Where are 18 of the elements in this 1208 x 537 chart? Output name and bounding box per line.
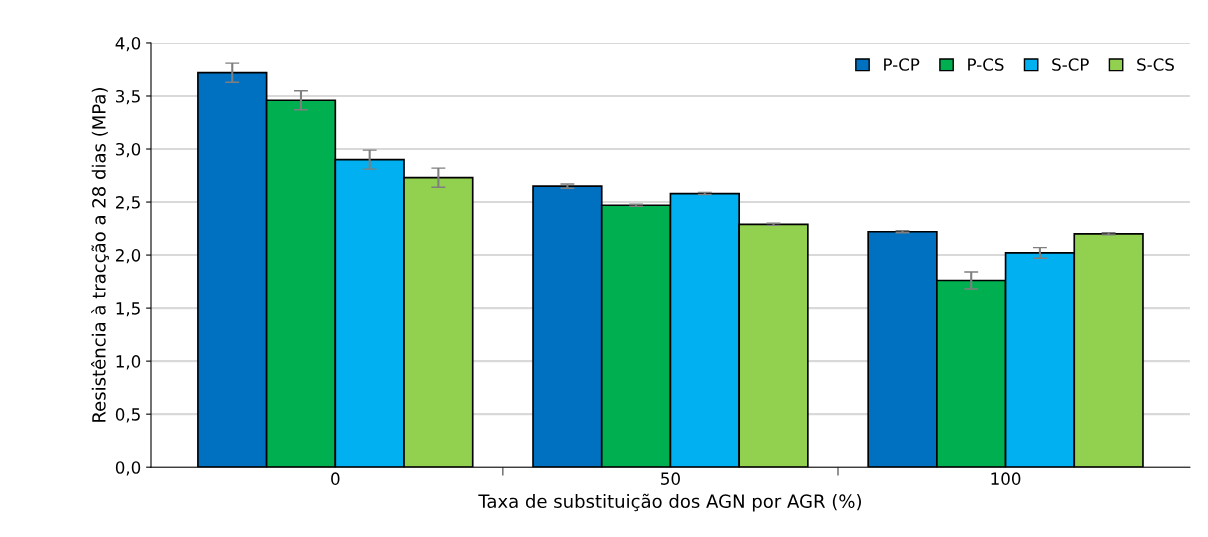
y-tick-label: 1,0 bbox=[116, 355, 141, 370]
legend-label: S-CP bbox=[1052, 58, 1089, 71]
y-axis-title: Resistência à tracção a 28 dias (MPa) bbox=[91, 88, 109, 422]
x-tick-label: 50 bbox=[661, 472, 680, 485]
y-tick-label: 3,5 bbox=[116, 89, 140, 105]
y-tick-label: 2,0 bbox=[115, 249, 141, 264]
x-axis-title: Taxa de substituição dos AGN por AGR (%) bbox=[478, 493, 861, 512]
x-tick-label: 0 bbox=[331, 472, 340, 485]
legend-label: P-CS bbox=[968, 58, 1004, 71]
y-tick-label: 3,0 bbox=[116, 142, 141, 158]
x-tick-label: 100 bbox=[991, 472, 1021, 485]
y-tick-label: 0,5 bbox=[115, 408, 140, 423]
y-tick-label: 4,0 bbox=[115, 36, 141, 52]
y-tick-label: 2,5 bbox=[115, 196, 140, 211]
y-tick-label: 0,0 bbox=[115, 461, 141, 476]
y-tick-label: 1,5 bbox=[116, 302, 140, 317]
legend-label: S-CS bbox=[1137, 58, 1174, 71]
legend-label: P-CP bbox=[884, 58, 920, 71]
